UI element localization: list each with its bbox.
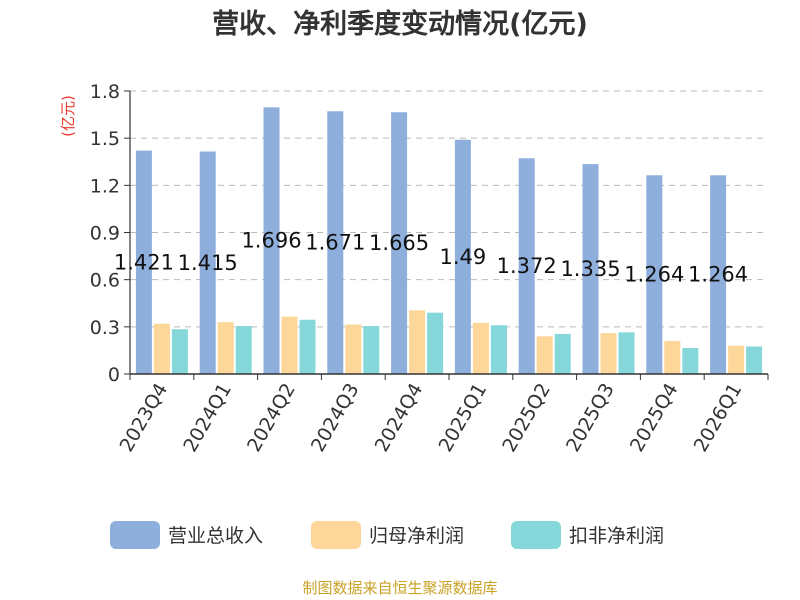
bar bbox=[518, 158, 535, 374]
bar bbox=[363, 326, 380, 374]
data-label: 1.696 bbox=[241, 229, 301, 253]
x-tick-label: 2024Q4 bbox=[371, 380, 428, 456]
bar bbox=[490, 325, 507, 374]
bar bbox=[345, 324, 362, 374]
data-label: 1.665 bbox=[369, 231, 429, 255]
x-tick-label: 2024Q3 bbox=[307, 380, 364, 456]
x-tick-label: 2025Q2 bbox=[498, 380, 555, 456]
x-tick-label: 2025Q1 bbox=[434, 380, 491, 456]
x-tick-label: 2023Q4 bbox=[115, 380, 172, 456]
y-tick-label: 1.8 bbox=[90, 81, 120, 103]
x-tick-label: 2024Q1 bbox=[179, 380, 236, 456]
bar bbox=[746, 346, 763, 374]
legend-label: 营业总收入 bbox=[168, 525, 263, 547]
chart-title: 营收、净利季度变动情况(亿元) bbox=[212, 8, 588, 40]
data-label: 1.421 bbox=[114, 250, 174, 274]
bar bbox=[135, 150, 152, 374]
legend-label: 归母净利润 bbox=[369, 525, 464, 547]
bar bbox=[618, 332, 635, 374]
bar bbox=[327, 111, 344, 374]
legend: 营业总收入 归母净利润 扣非净利润 bbox=[110, 521, 664, 549]
data-label: 1.49 bbox=[440, 245, 487, 269]
y-axis-unit: (亿元) bbox=[59, 95, 77, 137]
bar bbox=[472, 322, 489, 374]
y-tick-label: 0.6 bbox=[90, 270, 120, 292]
bar bbox=[582, 164, 599, 374]
bar bbox=[153, 323, 170, 374]
bar bbox=[554, 333, 571, 374]
bar bbox=[682, 348, 699, 374]
bar bbox=[171, 329, 188, 374]
x-tick-label: 2025Q3 bbox=[562, 380, 619, 456]
x-tick-label: 2026Q1 bbox=[690, 380, 747, 456]
bar bbox=[199, 151, 216, 374]
legend-swatch bbox=[311, 521, 361, 549]
data-label: 1.671 bbox=[305, 231, 365, 255]
bar bbox=[235, 326, 252, 374]
bar bbox=[299, 319, 316, 374]
x-tick-label: 2024Q2 bbox=[243, 380, 300, 456]
bar bbox=[728, 345, 745, 374]
y-tick-label: 1.5 bbox=[90, 128, 120, 150]
y-tick-label: 0.9 bbox=[90, 223, 120, 245]
bar bbox=[536, 336, 553, 374]
bar bbox=[710, 175, 727, 374]
bar bbox=[454, 139, 471, 374]
bar bbox=[427, 312, 444, 374]
data-label: 1.264 bbox=[688, 263, 748, 287]
y-tick-label: 1.2 bbox=[90, 175, 120, 197]
y-tick-label: 0 bbox=[108, 364, 120, 386]
bar bbox=[217, 322, 234, 374]
bar bbox=[409, 310, 426, 374]
legend-swatch bbox=[511, 521, 561, 549]
bar bbox=[646, 175, 663, 374]
grid bbox=[130, 90, 768, 328]
x-tick-label: 2025Q4 bbox=[626, 380, 683, 456]
bar bbox=[391, 112, 408, 374]
bar bbox=[263, 107, 280, 375]
source-note: 制图数据来自恒生聚源数据库 bbox=[302, 579, 497, 597]
bar bbox=[664, 340, 681, 374]
y-tick-label: 0.3 bbox=[90, 317, 120, 339]
data-label: 1.335 bbox=[560, 257, 620, 281]
data-label: 1.264 bbox=[624, 263, 684, 287]
legend-label: 扣非净利润 bbox=[569, 525, 664, 547]
data-label: 1.372 bbox=[497, 254, 557, 278]
legend-swatch bbox=[110, 521, 160, 549]
bar bbox=[281, 316, 298, 374]
data-label: 1.415 bbox=[178, 251, 238, 275]
bar bbox=[600, 333, 617, 374]
bars bbox=[135, 107, 763, 375]
